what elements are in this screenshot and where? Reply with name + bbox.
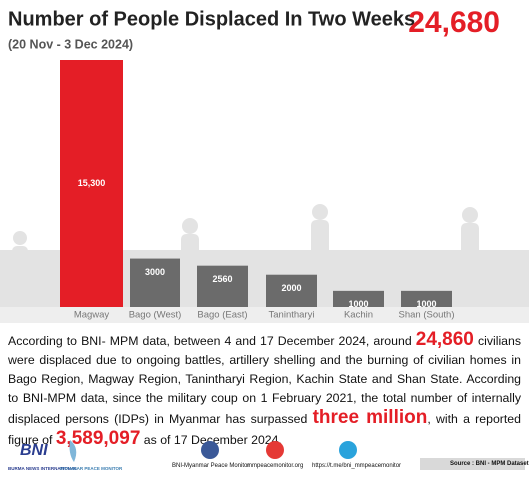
bar — [130, 258, 180, 307]
value-label: 1000 — [416, 299, 436, 309]
telegram-icon — [339, 441, 357, 459]
value-label: 2000 — [281, 283, 301, 293]
telegram: https://t.me/bni_mmpeacemonitor — [312, 463, 402, 469]
bar — [60, 60, 123, 307]
highlight: three million — [312, 407, 428, 428]
silhouette — [462, 207, 478, 223]
facebook: BNI-Myanmar Peace Monitor — [172, 463, 250, 469]
highlight: 3,589,097 — [55, 428, 141, 449]
x-tick-label: Tanintharyi — [269, 310, 315, 321]
logo-sub: BURMA NEWS INTERNATIONAL — [8, 466, 77, 471]
web-icon — [266, 441, 284, 459]
bar — [401, 290, 452, 307]
chart-title: Number of People Displaced In Two Weeks — [8, 8, 415, 30]
value-label: 1000 — [348, 299, 368, 309]
text: , with a reported figure of — [8, 412, 521, 447]
footer: BNI BURMA NEWS INTERNATIONAL MYANMAR PEA… — [0, 436, 529, 480]
x-tick-label: Bago (East) — [197, 310, 247, 321]
base-band — [0, 307, 529, 323]
silhouette — [181, 234, 199, 307]
facebook-icon — [201, 441, 219, 459]
silhouette — [461, 223, 479, 307]
footer-icons — [69, 440, 525, 470]
silhouette — [312, 204, 328, 220]
text: According to BNI- MPM data, between 4 an… — [8, 334, 416, 348]
silhouette — [13, 231, 27, 245]
value-label: 3000 — [145, 267, 165, 277]
bar — [197, 265, 248, 307]
text: as of 17 December 2024. — [140, 433, 282, 447]
text: civilians were displaced due to ongoing … — [8, 334, 521, 426]
paragraph: According to BNI- MPM data, between 4 an… — [8, 330, 521, 450]
silhouette — [182, 218, 198, 234]
x-tick-label: Shan (South) — [399, 310, 455, 321]
x-tick-label: Magway — [74, 310, 110, 321]
silhouette — [12, 246, 28, 307]
chart-subtitle: (20 Nov - 3 Dec 2024) — [8, 37, 133, 51]
x-tick-label: Kachin — [344, 310, 373, 321]
x-tick-label: Bago (West) — [129, 310, 182, 321]
web: mmpeacemonitor.org — [247, 463, 304, 469]
highlight: 24,860 — [415, 329, 474, 350]
bar — [266, 274, 317, 307]
source-box — [420, 458, 525, 470]
source: Source : BNI - MPM Dataset — [450, 461, 529, 467]
dove-icon — [69, 440, 77, 462]
value-label: 2560 — [212, 274, 232, 284]
total: 24,680 — [408, 6, 500, 39]
bar — [333, 290, 384, 307]
value-label: 15,300 — [78, 178, 106, 188]
logo2: MYANMAR PEACE MONITOR — [60, 466, 123, 471]
chart: Number of People Displaced In Two Weeks … — [0, 6, 529, 323]
logo: BNI — [20, 442, 48, 459]
